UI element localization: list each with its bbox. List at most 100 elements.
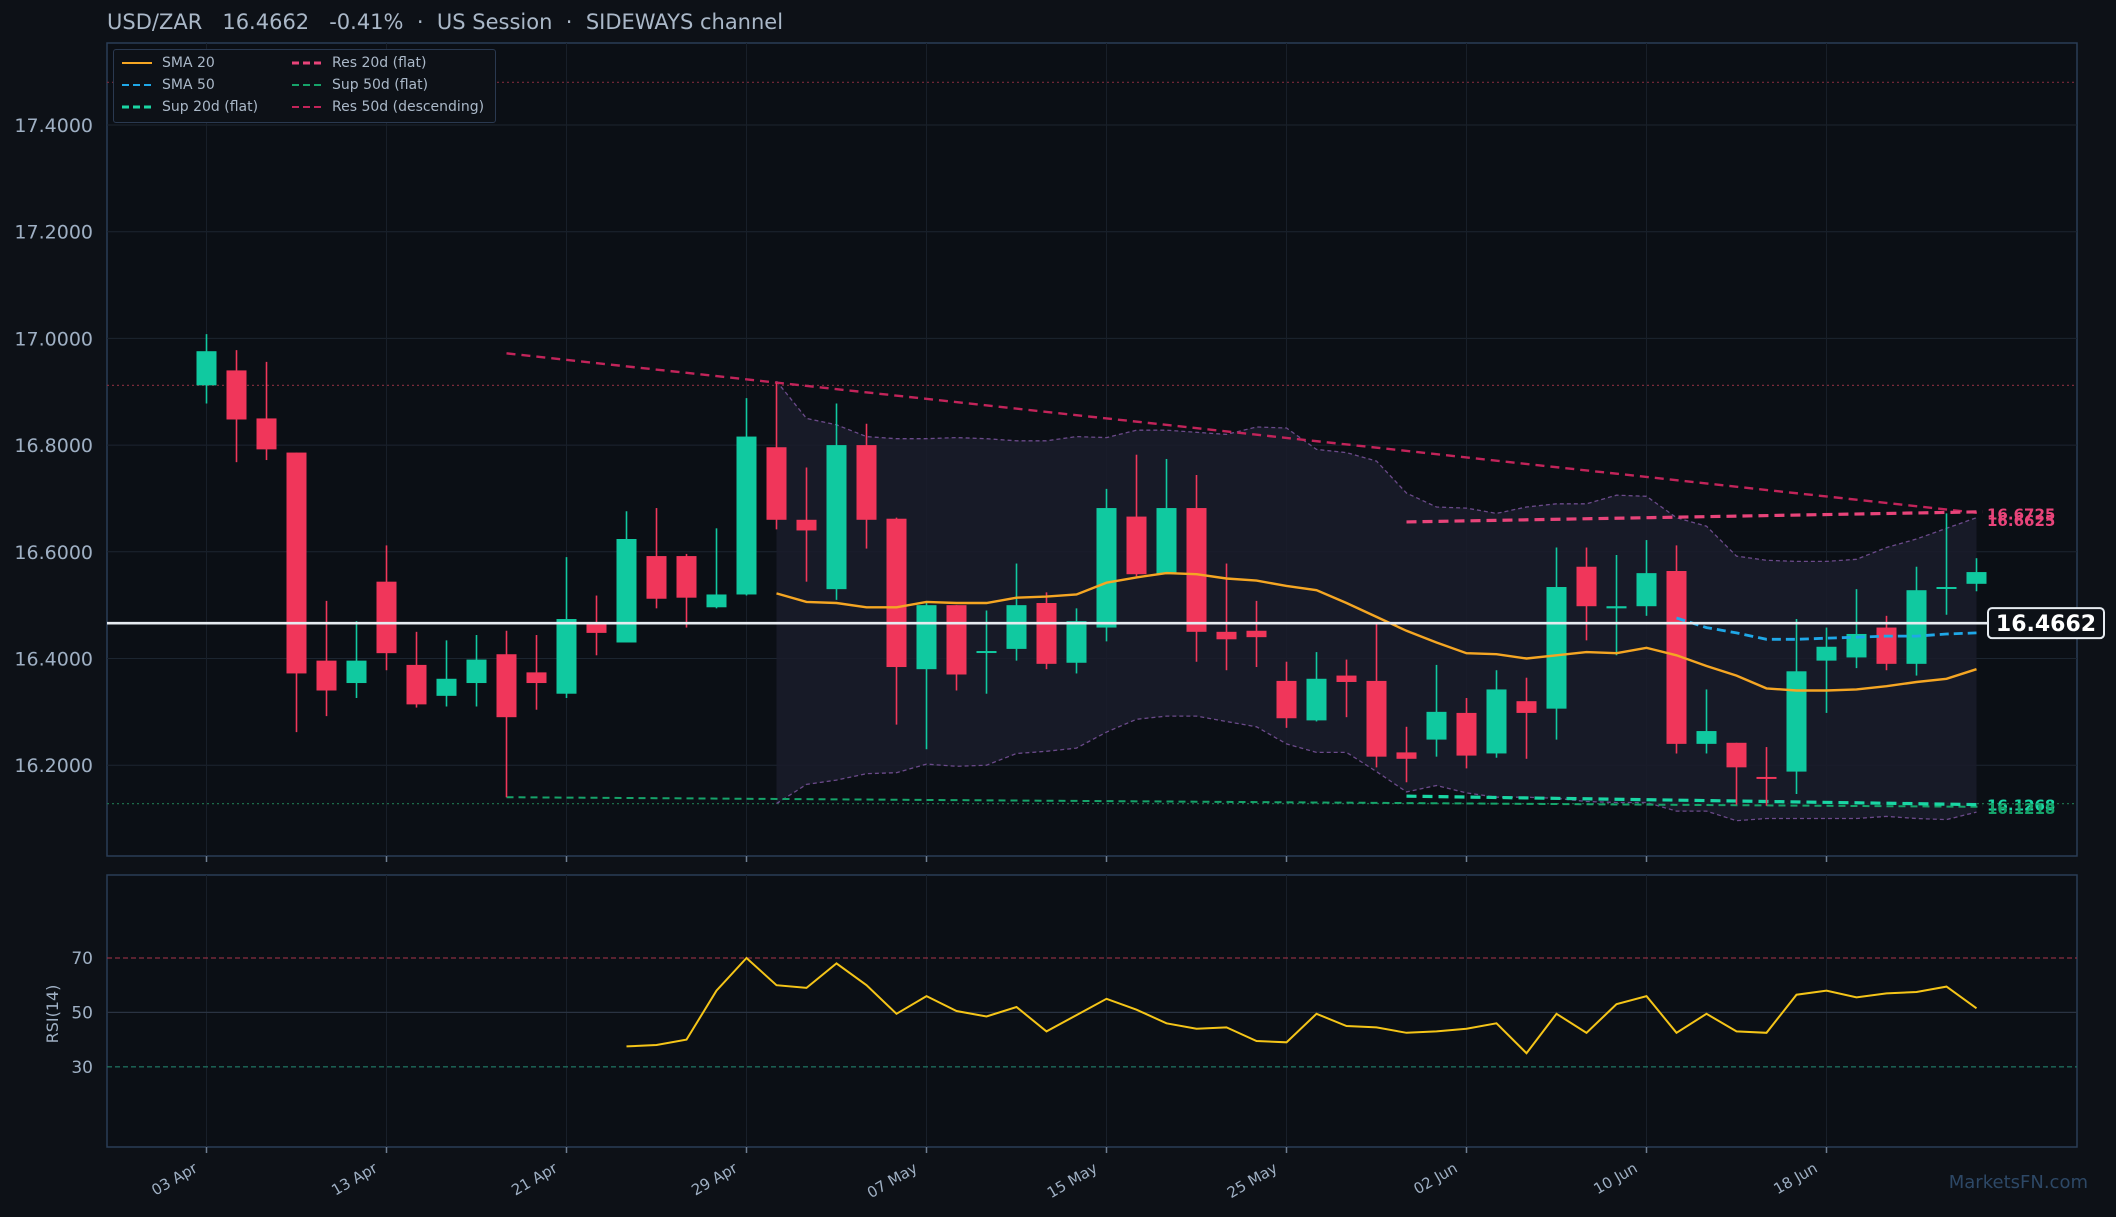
candle-body: [1126, 516, 1147, 575]
candle-body: [856, 445, 877, 520]
y-tick-label: 16.4000: [14, 649, 93, 671]
candle-body: [1966, 572, 1987, 584]
candle-body: [1216, 631, 1237, 640]
candle-body: [1936, 587, 1957, 590]
y-tick-label: 16.6000: [14, 542, 93, 564]
x-tick-label: 21 Apr: [508, 1158, 561, 1199]
candle-body: [766, 447, 787, 520]
candle-body: [556, 619, 577, 694]
candle-body: [1816, 646, 1837, 661]
rsi-axis-label: RSI(14): [43, 985, 62, 1044]
y-tick-label: 17.2000: [14, 222, 93, 244]
candle-body: [1486, 689, 1507, 754]
sma20-line: [776, 571, 1977, 692]
candle-body: [226, 370, 247, 420]
candle-body: [466, 659, 487, 684]
candle-body: [346, 660, 367, 684]
level-label: 16.6725: [1987, 505, 2055, 523]
level-label: 16.1218: [1987, 800, 2055, 818]
candle-body: [1306, 678, 1327, 721]
candle-body: [1006, 605, 1027, 649]
candle-body: [1666, 571, 1687, 744]
rsi-tick-label: 50: [71, 1003, 93, 1023]
candle-body: [976, 651, 997, 654]
bollinger-upper-line: [775, 380, 1977, 563]
candle-body: [1906, 590, 1927, 664]
candle-body: [1576, 566, 1597, 607]
session-label: US Session: [436, 10, 553, 34]
candle-body: [1756, 776, 1777, 779]
candle-body: [256, 418, 277, 450]
candle-body: [1096, 508, 1117, 628]
price-label: 16.4662: [222, 10, 310, 34]
chart-legend: SMA 20 SMA 50 Sup 20d (flat) Res 20d (fl…: [113, 49, 496, 123]
x-tick-label: 15 May: [1044, 1159, 1101, 1202]
candle-body: [1156, 508, 1177, 575]
x-tick-label: 13 Apr: [328, 1158, 381, 1199]
candle-body: [496, 654, 517, 718]
candle-body: [1636, 573, 1657, 607]
last-price-box: [1987, 607, 2105, 640]
candle-body: [1516, 701, 1537, 713]
change-label: -0.41%: [329, 10, 404, 34]
candle-body: [826, 445, 847, 590]
candle-body: [1546, 587, 1567, 709]
candle-body: [1696, 731, 1717, 744]
candle-body: [1846, 633, 1867, 658]
candle-body: [586, 622, 607, 633]
candle-body: [526, 672, 547, 684]
candle-body: [1456, 712, 1477, 756]
y-tick-label: 17.4000: [14, 115, 93, 137]
last-price-label: 16.4662: [1996, 612, 2096, 637]
rsi-line: [626, 956, 1978, 1055]
candle-body: [676, 556, 697, 598]
rsi-tick-label: 30: [71, 1058, 93, 1078]
x-tick-label: 29 Apr: [688, 1158, 741, 1199]
candle-body: [946, 605, 967, 675]
candle-body: [286, 452, 307, 674]
res50-line: [506, 352, 1983, 515]
candle-body: [196, 351, 217, 386]
candle-body: [1276, 680, 1297, 719]
x-tick-label: 18 Jun: [1771, 1159, 1821, 1198]
candle-body: [1186, 508, 1207, 632]
x-tick-label: 02 Jun: [1411, 1159, 1461, 1198]
candle-body: [1726, 742, 1747, 768]
candle-body: [616, 538, 637, 643]
candle-body: [436, 678, 457, 696]
chart-title: USD/ZAR 16.4662 -0.41% · US Session · SI…: [107, 10, 784, 34]
x-tick-label: 07 May: [864, 1159, 921, 1202]
candle-body: [1396, 752, 1417, 759]
candle-body: [646, 556, 667, 599]
x-tick-label: 03 Apr: [148, 1158, 201, 1199]
candle-body: [1246, 630, 1267, 638]
candle-body: [1426, 711, 1447, 740]
candle-body: [1366, 680, 1387, 757]
watermark: MarketsFN.com: [1948, 1172, 2088, 1193]
level-label: 16.1268: [1987, 797, 2055, 815]
candle-body: [376, 581, 397, 654]
candle-body: [1066, 621, 1087, 663]
candle-body: [1876, 627, 1897, 664]
candle-body: [796, 519, 817, 531]
y-tick-label: 16.8000: [14, 435, 93, 457]
res20-line: [1406, 510, 1983, 524]
sup20-line: [1406, 794, 1983, 807]
x-tick-label: 25 May: [1224, 1159, 1281, 1202]
candle-body: [736, 436, 757, 595]
y-tick-label: 16.2000: [14, 755, 93, 777]
candle-body: [1036, 603, 1057, 664]
candle-body: [886, 518, 907, 668]
candle-body: [1336, 675, 1357, 682]
candle-body: [406, 664, 427, 705]
sma50-line: [1676, 616, 1977, 641]
candle-body: [1786, 671, 1807, 772]
rsi-tick-label: 70: [71, 949, 93, 969]
y-tick-label: 17.0000: [14, 328, 93, 350]
regime-label: SIDEWAYS channel: [585, 10, 784, 34]
rsi-panel: [106, 874, 2078, 1148]
pair-label: USD/ZAR: [107, 10, 203, 34]
level-label: 16.6625: [1987, 512, 2055, 530]
x-tick-label: 10 Jun: [1591, 1159, 1641, 1198]
